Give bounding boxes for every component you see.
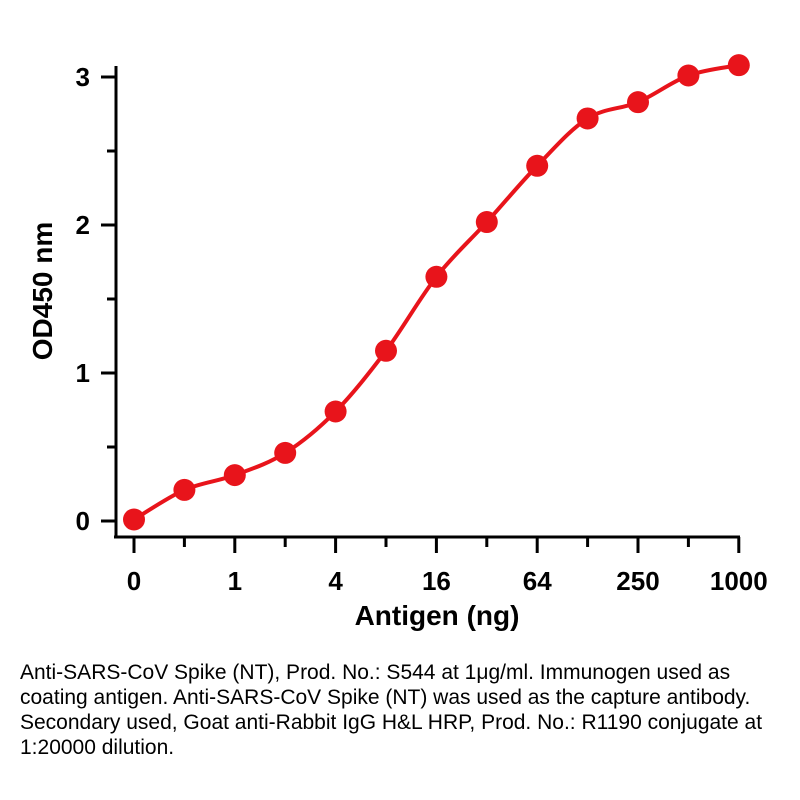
data-point: [123, 508, 145, 531]
y-tick-label: 1: [76, 358, 90, 388]
data-point: [677, 64, 700, 87]
data-point: [727, 54, 750, 77]
x-tick-label: 64: [523, 566, 552, 596]
x-axis-title: Antigen (ng): [355, 600, 520, 631]
y-axis-title: OD450 nm: [27, 222, 58, 361]
figure-caption: Anti-SARS-CoV Spike (NT), Prod. No.: S54…: [20, 661, 763, 759]
data-points: [123, 54, 750, 531]
data-point: [375, 339, 397, 362]
x-tick-label: 4: [328, 566, 343, 596]
x-tick-label: 0: [127, 566, 141, 596]
data-point: [526, 154, 549, 177]
data-point: [475, 211, 498, 234]
x-tick-label: 1: [228, 566, 242, 596]
data-point: [576, 107, 599, 130]
data-point: [274, 441, 297, 464]
x-tick-label: 16: [422, 566, 451, 596]
x-ticks: 0 1 4 16 64 250 1000: [127, 537, 768, 596]
data-point: [425, 265, 448, 288]
fit-curve: [132, 63, 740, 522]
data-point: [223, 464, 246, 487]
elisa-chart: 0 1 2 3 0 1 4 16 64 250 1000 Antigen (ng) OD450 n…: [27, 54, 768, 631]
data-point: [324, 400, 347, 423]
y-tick-label: 2: [76, 210, 90, 240]
y-tick-label: 0: [76, 506, 90, 536]
x-tick-label: 1000: [710, 566, 768, 596]
x-tick-label: 250: [616, 566, 659, 596]
y-tick-label: 3: [76, 62, 90, 92]
y-ticks: 0 1 2 3: [76, 62, 116, 536]
data-point: [627, 91, 649, 114]
data-point: [173, 478, 196, 501]
